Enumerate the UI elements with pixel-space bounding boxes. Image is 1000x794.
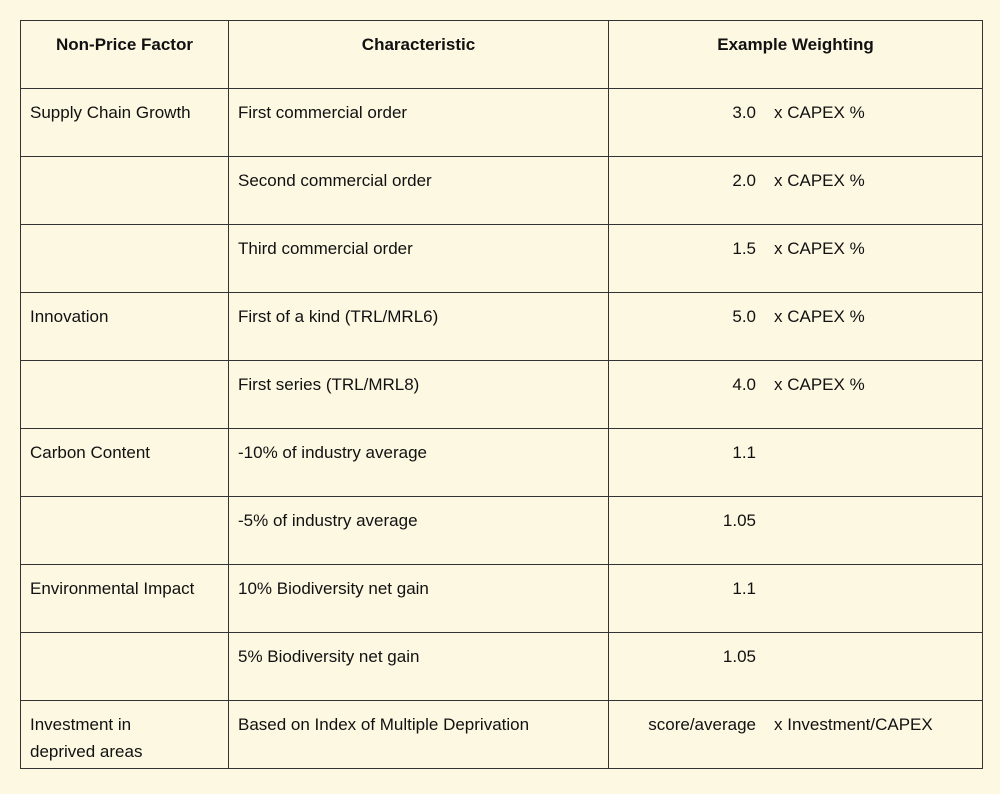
table-row: Environmental Impact 10% Biodiversity net…: [20, 564, 983, 633]
weighting-content: score/average x Investment/CAPEX: [618, 711, 973, 738]
characteristic-cell: Second commercial order: [228, 156, 609, 225]
characteristic-cell: First series (TRL/MRL8): [228, 360, 609, 429]
weighting-unit: x CAPEX %: [774, 239, 865, 258]
factor-cell: Carbon Content: [20, 428, 229, 497]
weighting-value: 1.5: [732, 239, 756, 258]
factor-cell: Innovation: [20, 292, 229, 361]
weighting-value: 4.0: [732, 375, 756, 394]
weighting-value: 1.05: [722, 511, 756, 530]
factor-cell: [20, 360, 229, 429]
weighting-value: 1.05: [722, 647, 756, 666]
weighting-cell: 1.1: [608, 564, 983, 633]
weighting-content: 2.0 x CAPEX %: [618, 167, 973, 194]
factor-cell: [20, 224, 229, 293]
weighting-cell: 4.0 x CAPEX %: [608, 360, 983, 429]
characteristic-cell: Third commercial order: [228, 224, 609, 293]
factor-cell: [20, 496, 229, 565]
weighting-cell: 3.0 x CAPEX %: [608, 88, 983, 157]
table-row: 5% Biodiversity net gain 1.05: [20, 632, 983, 701]
table-row: -5% of industry average 1.05: [20, 496, 983, 565]
table-row: Second commercial order 2.0 x CAPEX %: [20, 156, 983, 225]
weighting-cell: 1.05: [608, 632, 983, 701]
weighting-content: 1.05: [618, 643, 973, 670]
factor-cell: [20, 156, 229, 225]
characteristic-cell: Based on Index of Multiple Deprivation: [228, 700, 609, 769]
table: Non-Price Factor Characteristic Example We…: [20, 20, 983, 769]
weighting-unit: x CAPEX %: [774, 375, 865, 394]
characteristic-cell: 10% Biodiversity net gain: [228, 564, 609, 633]
weighting-content: 1.1: [618, 575, 973, 602]
weighting-cell: 1.1: [608, 428, 983, 497]
weighting-cell: 5.0 x CAPEX %: [608, 292, 983, 361]
factor-cell: Environmental Impact: [20, 564, 229, 633]
weighting-cell: score/average x Investment/CAPEX: [608, 700, 983, 769]
weighting-unit: x CAPEX %: [774, 103, 865, 122]
characteristic-cell: 5% Biodiversity net gain: [228, 632, 609, 701]
weighting-content: 3.0 x CAPEX %: [618, 99, 973, 126]
table-row: Investment in deprived areas Based on Ind…: [20, 700, 983, 769]
header-row: Non-Price Factor Characteristic Example We…: [20, 20, 983, 89]
weighting-content: 5.0 x CAPEX %: [618, 303, 973, 330]
weighting-value: score/average: [648, 715, 756, 734]
characteristic-cell: -10% of industry average: [228, 428, 609, 497]
characteristic-cell: First commercial order: [228, 88, 609, 157]
weighting-unit: x CAPEX %: [774, 171, 865, 190]
table-row: First series (TRL/MRL8) 4.0 x CAPEX %: [20, 360, 983, 429]
weighting-unit: x CAPEX %: [774, 307, 865, 326]
weighting-value: 1.1: [732, 443, 756, 462]
characteristic-cell: -5% of industry average: [228, 496, 609, 565]
weighting-content: 4.0 x CAPEX %: [618, 371, 973, 398]
header-cell: Characteristic: [228, 20, 609, 89]
weighting-cell: 1.05: [608, 496, 983, 565]
header-cell: Example Weighting: [608, 20, 983, 89]
characteristic-cell: First of a kind (TRL/MRL6): [228, 292, 609, 361]
table-row: Third commercial order 1.5 x CAPEX %: [20, 224, 983, 293]
weighting-content: 1.1: [618, 439, 973, 466]
weighting-unit: x Investment/CAPEX: [774, 715, 933, 734]
weighting-value: 5.0: [732, 307, 756, 326]
factor-cell: Investment in deprived areas: [20, 700, 229, 769]
weighting-value: 2.0: [732, 171, 756, 190]
weighting-content: 1.5 x CAPEX %: [618, 235, 973, 262]
table-row: Carbon Content -10% of industry average 1.…: [20, 428, 983, 497]
weighting-value: 1.1: [732, 579, 756, 598]
weighting-cell: 1.5 x CAPEX %: [608, 224, 983, 293]
table-row: Supply Chain Growth First commercial orde…: [20, 88, 983, 157]
factor-cell: [20, 632, 229, 701]
header-cell: Non-Price Factor: [20, 20, 229, 89]
factor-cell: Supply Chain Growth: [20, 88, 229, 157]
weighting-content: 1.05: [618, 507, 973, 534]
table-row: Innovation First of a kind (TRL/MRL6) 5.0 x…: [20, 292, 983, 361]
table-container: Non-Price Factor Characteristic Example We…: [20, 20, 983, 769]
weighting-cell: 2.0 x CAPEX %: [608, 156, 983, 225]
weighting-value: 3.0: [732, 103, 756, 122]
